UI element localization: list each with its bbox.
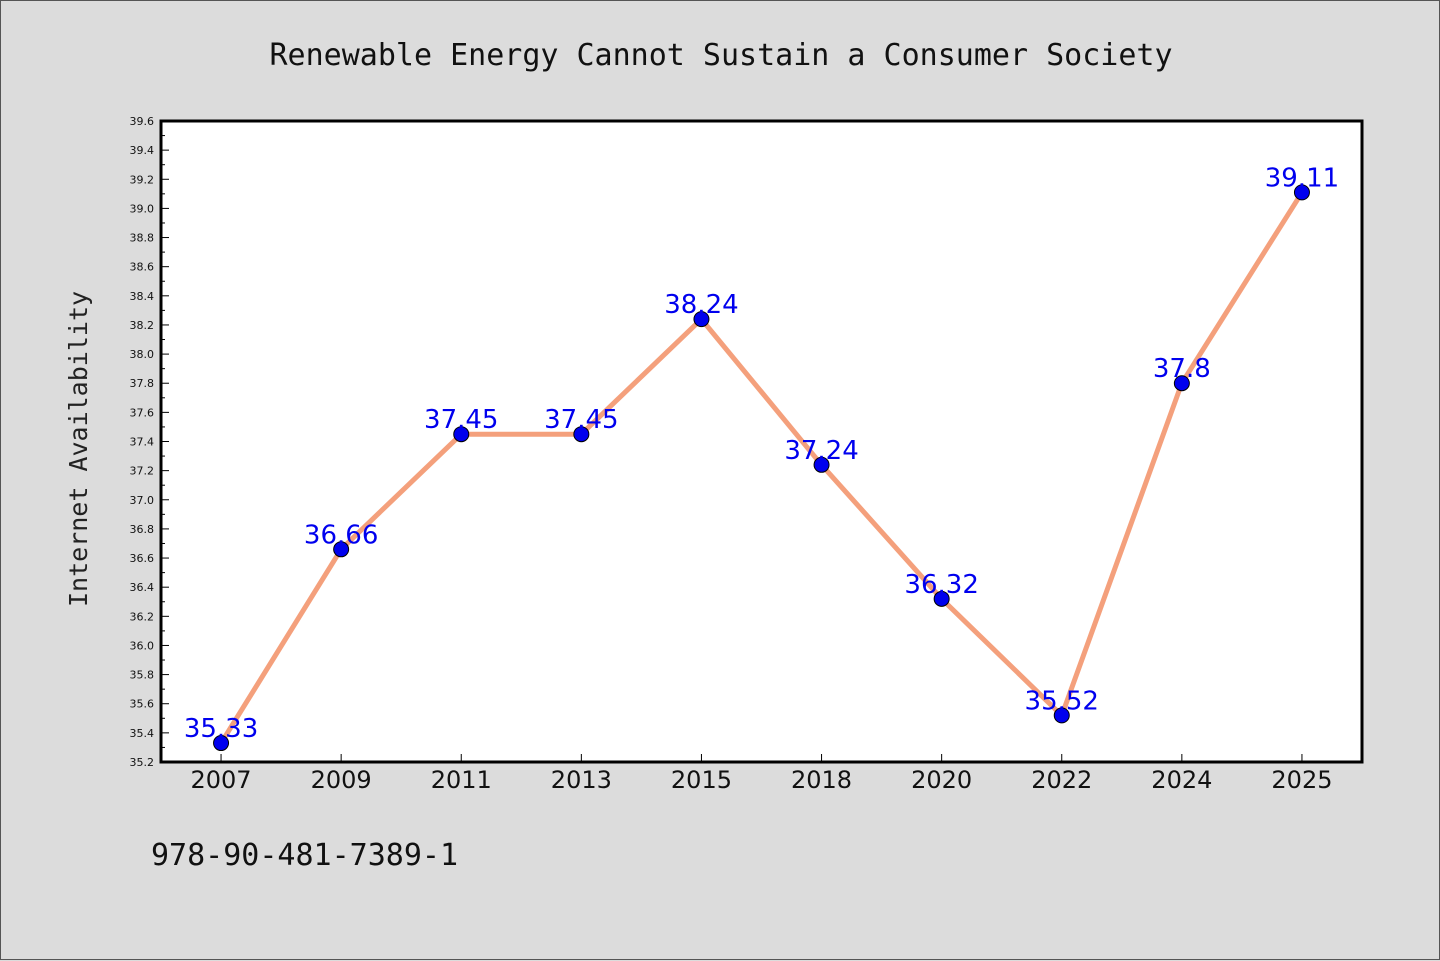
x-tick-label: 2009 bbox=[311, 766, 372, 794]
x-tick-label: 2018 bbox=[791, 766, 852, 794]
y-tick-label: 39.0 bbox=[130, 202, 155, 215]
data-point bbox=[453, 426, 470, 443]
data-label: 37.45 bbox=[424, 405, 498, 435]
data-point bbox=[1293, 184, 1310, 201]
data-label: 39.11 bbox=[1265, 163, 1339, 193]
x-tick-label: 2025 bbox=[1271, 766, 1332, 794]
y-axis-ticks: 35.2 35.4 35.6 35.8 36.0 36.2 36.4 36.6 36.8 37.0… bbox=[130, 115, 169, 769]
y-tick-label: 36.2 bbox=[130, 610, 155, 623]
plot-area bbox=[159, 119, 1364, 764]
data-label: 37.24 bbox=[784, 436, 858, 466]
x-tick-label: 2013 bbox=[551, 766, 612, 794]
y-tick-label: 38.8 bbox=[130, 232, 155, 245]
y-tick-label: 35.6 bbox=[130, 698, 155, 711]
y-tick-label: 35.8 bbox=[130, 669, 155, 682]
y-tick-label: 38.6 bbox=[130, 261, 155, 274]
y-tick-label: 36.0 bbox=[130, 639, 155, 652]
data-point bbox=[1173, 375, 1190, 392]
y-tick-label: 35.2 bbox=[130, 756, 155, 769]
y-tick-label: 35.4 bbox=[130, 727, 155, 740]
x-tick-label: 2007 bbox=[191, 766, 252, 794]
x-tick-label: 2022 bbox=[1031, 766, 1092, 794]
data-label: 36.66 bbox=[304, 520, 378, 550]
y-tick-label: 36.6 bbox=[130, 552, 155, 565]
y-tick-label: 39.2 bbox=[130, 173, 155, 186]
data-label: 38.24 bbox=[664, 290, 738, 320]
series-line bbox=[218, 191, 1305, 745]
y-tick-label: 36.4 bbox=[130, 581, 155, 594]
y-tick-label: 37.2 bbox=[130, 465, 155, 478]
y-tick-label: 37.8 bbox=[130, 377, 155, 390]
y-tick-label: 37.4 bbox=[130, 436, 155, 449]
data-point bbox=[1053, 707, 1070, 724]
series-group: 35.33 36.66 37.45 37.45 38.24 37.24 36.32 35.52… bbox=[184, 163, 1339, 752]
data-label: 35.33 bbox=[184, 714, 258, 744]
y-tick-label: 39.6 bbox=[130, 115, 155, 128]
x-tick-label: 2011 bbox=[431, 766, 492, 794]
x-axis-ticks: 2007 2009 2011 2013 2015 2018 2020 2022 2024 2025 bbox=[191, 754, 1332, 794]
data-label: 37.8 bbox=[1153, 354, 1211, 384]
y-tick-label: 36.8 bbox=[130, 523, 155, 536]
isbn-footer: 978-90-481-7389-1 bbox=[151, 838, 458, 873]
y-tick-label: 37.0 bbox=[130, 494, 155, 507]
y-tick-label: 39.4 bbox=[130, 144, 155, 157]
x-tick-label: 2015 bbox=[671, 766, 732, 794]
data-point bbox=[213, 735, 230, 752]
x-tick-label: 2020 bbox=[911, 766, 972, 794]
y-axis-label: Internet Availability bbox=[64, 291, 93, 607]
y-tick-label: 38.2 bbox=[130, 319, 155, 332]
data-point bbox=[333, 541, 350, 558]
y-tick-label: 38.0 bbox=[130, 348, 155, 361]
chart-title: Renewable Energy Cannot Sustain a Consum… bbox=[269, 38, 1172, 73]
data-label: 36.32 bbox=[904, 570, 978, 600]
x-tick-label: 2024 bbox=[1151, 766, 1212, 794]
y-tick-label: 38.4 bbox=[130, 290, 155, 303]
data-point bbox=[933, 590, 950, 607]
data-point bbox=[693, 311, 710, 328]
data-point bbox=[573, 426, 590, 443]
data-label: 35.52 bbox=[1025, 686, 1099, 716]
data-label: 37.45 bbox=[544, 405, 618, 435]
y-tick-label: 37.6 bbox=[130, 406, 155, 419]
data-point bbox=[813, 456, 830, 473]
